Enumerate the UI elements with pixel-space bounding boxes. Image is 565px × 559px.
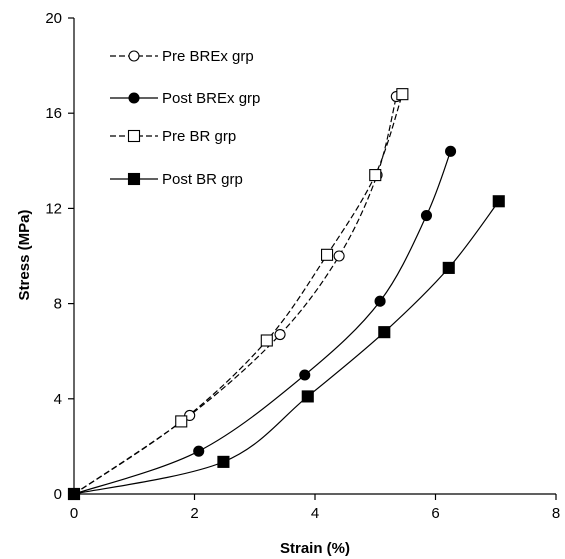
legend-marker-pre-br-grp xyxy=(127,129,141,143)
y-tick-label: 12 xyxy=(45,200,62,217)
data-point-post-brex-grp xyxy=(420,209,433,222)
x-tick-label: 2 xyxy=(190,505,198,522)
y-tick-label: 20 xyxy=(45,10,62,27)
legend-label-pre-brex-grp: Pre BREx grp xyxy=(162,48,254,65)
data-point-post-brex-grp xyxy=(299,369,311,381)
legend-label-pre-br-grp: Pre BR grp xyxy=(162,128,236,145)
x-tick-label: 8 xyxy=(552,505,560,522)
legend-label-post-br-grp: Post BR grp xyxy=(162,171,243,188)
y-tick-label: 16 xyxy=(45,105,62,122)
y-tick-label: 4 xyxy=(54,391,62,408)
data-point-post-brex-grp xyxy=(445,145,457,157)
data-point-pre-br-grp xyxy=(396,88,409,101)
data-point-post-br-grp xyxy=(492,195,505,208)
x-tick-label: 0 xyxy=(70,505,78,522)
legend-marker-post-brex-grp xyxy=(128,92,140,104)
legend: Pre BREx grp Post BREx grp Pre BR grp Post … xyxy=(110,48,260,188)
series-line-pre-brex-grp xyxy=(73,96,397,495)
x-tick-label: 4 xyxy=(311,505,319,522)
data-point-post-brex-grp xyxy=(193,445,205,457)
data-point-pre-brex-grp xyxy=(274,328,286,341)
y-tick-label: 8 xyxy=(54,296,62,313)
data-point-post-br-grp xyxy=(217,455,230,468)
data-point-post-br-grp xyxy=(378,326,391,339)
x-axis-title: Strain (%) xyxy=(280,540,350,557)
legend-marker-post-br-grp xyxy=(127,172,141,186)
legend-item-post-br-grp: Post BR grp xyxy=(110,171,243,188)
axes: 0 2 4 6 8 0 4 8 12 16 20 xyxy=(45,10,560,522)
x-tick-label: 6 xyxy=(431,505,439,522)
data-point-post-br-grp xyxy=(442,261,455,274)
series-lines xyxy=(73,93,500,495)
legend-item-pre-brex-grp: Pre BREx grp xyxy=(110,48,254,65)
series-markers xyxy=(67,88,505,501)
y-axis-title: Stress (MPa) xyxy=(16,210,33,301)
data-point-pre-br-grp xyxy=(320,248,334,261)
data-point-post-br-grp xyxy=(301,390,314,403)
series-line-pre-br-grp xyxy=(73,93,403,495)
y-tick-label: 0 xyxy=(54,486,62,503)
data-point-pre-br-grp xyxy=(175,415,188,428)
data-point-post-br-grp xyxy=(67,487,81,501)
data-point-pre-br-grp xyxy=(260,334,273,347)
legend-marker-pre-brex-grp xyxy=(128,50,140,62)
data-point-pre-brex-grp xyxy=(333,250,345,262)
series-line-post-br-grp xyxy=(73,200,500,495)
data-point-post-brex-grp xyxy=(374,295,386,307)
legend-item-pre-br-grp: Pre BR grp xyxy=(110,128,236,145)
legend-label-post-brex-grp: Post BREx grp xyxy=(162,90,260,107)
legend-item-post-brex-grp: Post BREx grp xyxy=(110,90,260,107)
data-point-pre-br-grp xyxy=(369,169,382,182)
